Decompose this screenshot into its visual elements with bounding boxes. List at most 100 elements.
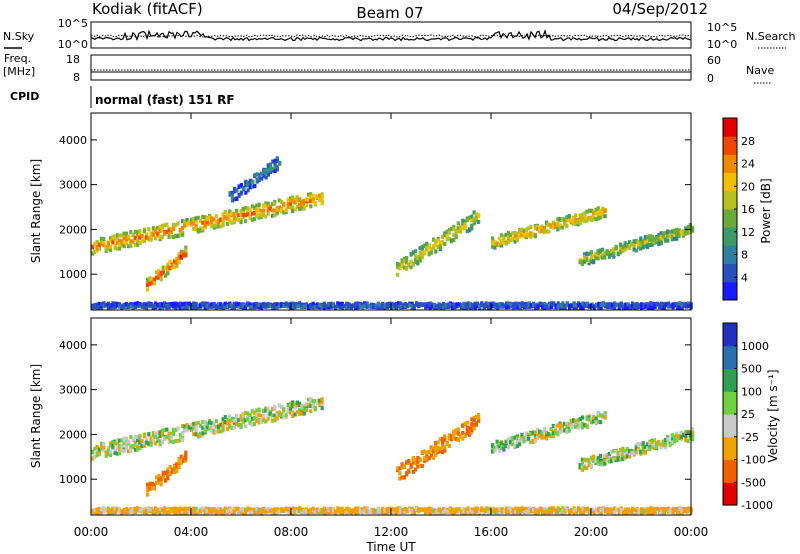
scatter-cell: [340, 301, 344, 306]
scatter-cell: [473, 305, 477, 310]
scatter-cell: [194, 429, 198, 433]
scatter-cell: [192, 432, 196, 436]
scatter-cell: [605, 458, 609, 463]
scatter-cell: [203, 223, 207, 228]
scatter-cell: [560, 428, 564, 433]
scatter-cell: [102, 506, 106, 511]
scatter-cell: [179, 249, 183, 254]
scatter-cell: [168, 266, 172, 270]
scatter-cell: [172, 440, 176, 444]
x-tick-label: 00:00: [674, 525, 709, 539]
scatter-cell: [210, 220, 214, 224]
scatter-cell: [120, 243, 124, 248]
scatter-cell: [675, 438, 679, 443]
scatter-cell: [424, 305, 428, 310]
scatter-cell: [588, 509, 592, 513]
scatter-cell: [396, 272, 400, 277]
scatter-cell: [538, 429, 542, 434]
scatter-cell: [590, 215, 594, 220]
scatter-cell: [536, 509, 540, 514]
scatter-cell: [163, 506, 167, 511]
scatter-cell: [221, 216, 225, 221]
scatter-cell: [177, 252, 181, 257]
scatter-cell: [302, 304, 306, 309]
scatter-cell: [652, 438, 656, 443]
scatter-cell: [246, 183, 250, 188]
scatter-cell: [147, 432, 151, 437]
scatter-cell: [228, 213, 232, 218]
scatter-cell: [646, 235, 650, 240]
scatter-cell: [576, 218, 580, 222]
scatter-cell: [266, 211, 270, 216]
scatter-cell: [257, 215, 261, 220]
scatter-cell: [142, 434, 146, 439]
scatter-cell: [208, 304, 212, 309]
scatter-cell: [450, 227, 454, 231]
scatter-cell: [136, 444, 140, 449]
scatter-cell: [652, 237, 656, 242]
scatter-cell: [679, 230, 683, 235]
scatter-cell: [239, 507, 243, 512]
date-title: 04/Sep/2012: [612, 0, 708, 18]
scatter-cell: [345, 506, 349, 511]
scatter-cell: [208, 509, 212, 514]
scatter-cell: [623, 241, 627, 246]
scatter-cell: [244, 418, 248, 423]
scatter-cell: [336, 506, 340, 511]
scatter-cell: [572, 305, 576, 310]
scatter-cell: [469, 302, 473, 307]
scatter-cell: [109, 238, 113, 243]
scatter-cell: [219, 302, 223, 307]
scatter-cell: [286, 509, 290, 514]
scatter-cell: [445, 441, 449, 446]
scatter-cell: [257, 202, 261, 207]
scatter-cell: [179, 254, 183, 259]
scatter-cell: [235, 208, 239, 213]
scatter-cell: [205, 219, 209, 224]
scatter-cell: [524, 431, 528, 436]
scatter-cell: [124, 241, 128, 246]
scatter-cell: [461, 221, 465, 226]
scatter-cell: [127, 449, 131, 454]
scatter-cell: [556, 227, 560, 232]
scatter-cell: [434, 446, 438, 451]
scatter-cell: [574, 425, 578, 429]
scatter-cell: [447, 236, 451, 241]
scatter-cell: [594, 211, 598, 216]
scatter-cell: [246, 507, 250, 512]
scatter-cell: [445, 237, 449, 242]
scatter-cell: [320, 304, 324, 309]
scatter-cell: [179, 459, 183, 464]
scatter-cell: [682, 233, 686, 238]
scatter-cell: [280, 302, 284, 307]
scatter-cell: [212, 217, 216, 222]
scatter-cell: [500, 304, 504, 309]
scatter-cell: [167, 228, 171, 233]
scatter-cell: [493, 305, 497, 310]
scatter-cell: [558, 425, 562, 430]
colorbar-swatch: [723, 263, 737, 283]
scatter-cell: [667, 506, 671, 511]
scatter-cell: [524, 227, 528, 232]
scatter-cell: [666, 238, 670, 243]
scatter-cell: [176, 438, 180, 443]
scatter-cell: [561, 509, 565, 514]
scatter-cell: [277, 403, 281, 408]
scatter-cell: [430, 509, 434, 514]
scatter-cell: [262, 509, 266, 514]
scatter-cell: [291, 195, 295, 200]
scatter-cell: [635, 303, 639, 308]
scatter-cell: [277, 198, 281, 203]
scatter-cell: [659, 241, 663, 246]
scatter-cell: [664, 303, 668, 308]
scatter-cell: [201, 425, 205, 430]
scatter-cell: [493, 448, 497, 453]
scatter-cell: [631, 508, 635, 513]
scatter-cell: [583, 257, 587, 262]
scatter-cell: [607, 252, 611, 257]
scatter-cell: [484, 304, 488, 308]
scatter-cell: [106, 247, 110, 251]
scatter-cell: [502, 447, 506, 451]
scatter-cell: [111, 240, 115, 245]
scatter-cell: [677, 230, 681, 235]
